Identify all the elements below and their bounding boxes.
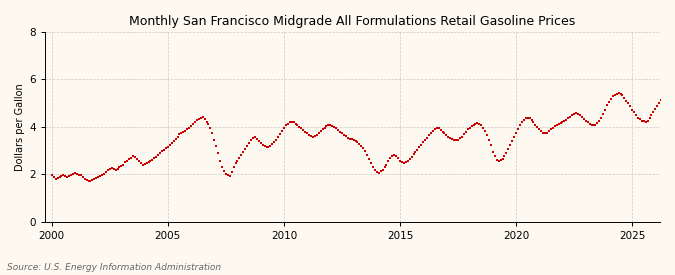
Text: Source: U.S. Energy Information Administration: Source: U.S. Energy Information Administ… [7,263,221,272]
Title: Monthly San Francisco Midgrade All Formulations Retail Gasoline Prices: Monthly San Francisco Midgrade All Formu… [130,15,576,28]
Y-axis label: Dollars per Gallon: Dollars per Gallon [15,83,25,171]
